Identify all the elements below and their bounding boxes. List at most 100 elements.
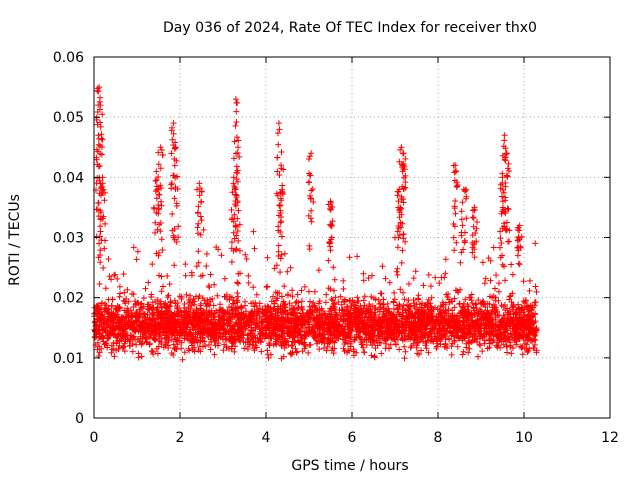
data-point: [495, 280, 502, 287]
data-point: [274, 327, 281, 334]
data-point: [375, 297, 382, 304]
data-point: [178, 296, 185, 303]
data-point: [444, 325, 451, 332]
data-point: [374, 318, 381, 325]
data-point: [410, 275, 417, 282]
data-point: [192, 326, 199, 333]
data-point: [242, 251, 249, 258]
data-point: [140, 295, 147, 302]
data-point: [287, 264, 294, 271]
chart-title: Day 036 of 2024, Rate Of TEC Index for r…: [163, 20, 537, 36]
data-point: [308, 187, 315, 194]
data-point: [125, 298, 132, 305]
data-point: [101, 341, 108, 348]
data-point: [357, 339, 364, 346]
data-point: [468, 338, 475, 345]
data-point: [253, 315, 260, 322]
data-point: [218, 307, 225, 314]
data-point: [143, 320, 150, 327]
data-point: [411, 313, 418, 320]
data-point: [468, 297, 475, 304]
data-point: [308, 327, 315, 334]
data-point: [398, 259, 405, 266]
data-point: [311, 302, 318, 309]
data-point: [272, 297, 279, 304]
data-point: [531, 333, 538, 340]
data-point: [514, 318, 521, 325]
data-point: [275, 303, 282, 310]
data-point: [264, 347, 271, 354]
data-point: [328, 311, 335, 318]
data-point: [187, 292, 194, 299]
data-point: [384, 307, 391, 314]
data-point: [289, 349, 296, 356]
data-point: [463, 344, 470, 351]
data-point: [197, 213, 204, 220]
data-point: [451, 169, 458, 176]
data-point: [284, 268, 291, 275]
data-point: [368, 352, 375, 359]
data-point: [349, 301, 356, 308]
data-point: [186, 318, 193, 325]
data-point: [402, 307, 409, 314]
data-point: [340, 345, 347, 352]
data-point: [121, 307, 128, 314]
data-point: [405, 303, 412, 310]
data-point: [394, 244, 401, 251]
data-point: [263, 284, 270, 291]
data-point: [281, 250, 288, 257]
data-point: [187, 305, 194, 312]
data-point: [136, 318, 143, 325]
data-point: [518, 344, 525, 351]
data-point: [401, 343, 408, 350]
data-point: [337, 331, 344, 338]
data-point: [504, 349, 511, 356]
data-point: [452, 162, 459, 169]
x-tick-label: 4: [262, 430, 271, 446]
data-point: [486, 323, 493, 330]
data-point: [497, 228, 504, 235]
data-point: [281, 283, 288, 290]
data-point: [504, 305, 511, 312]
data-point: [142, 285, 149, 292]
data-point: [336, 330, 343, 337]
data-point: [491, 285, 498, 292]
data-point: [189, 338, 196, 345]
data-point: [158, 335, 165, 342]
data-point: [530, 345, 537, 352]
data-point: [386, 345, 393, 352]
data-point: [525, 331, 532, 338]
data-point: [276, 202, 283, 209]
data-point: [399, 247, 406, 254]
data-point: [402, 348, 409, 355]
data-point: [340, 298, 347, 305]
data-point: [267, 304, 274, 311]
data-point: [175, 223, 182, 230]
data-point: [310, 299, 317, 306]
data-point: [275, 325, 282, 332]
data-point: [106, 273, 113, 280]
data-point: [459, 199, 466, 206]
data-point: [125, 317, 132, 324]
data-point: [533, 288, 540, 295]
data-point: [156, 272, 163, 279]
data-point: [155, 173, 162, 180]
data-point: [490, 244, 497, 251]
data-point: [308, 218, 315, 225]
data-point: [528, 320, 535, 327]
data-point: [316, 298, 323, 305]
data-point: [382, 275, 389, 282]
data-point: [265, 355, 272, 362]
data-point: [233, 297, 240, 304]
data-point: [424, 304, 431, 311]
data-point: [405, 280, 412, 287]
data-point: [470, 304, 477, 311]
data-point: [393, 268, 400, 275]
data-point: [418, 347, 425, 354]
data-point: [530, 314, 537, 321]
data-point: [490, 337, 497, 344]
data-point: [329, 297, 336, 304]
data-point: [400, 150, 407, 157]
data-point: [354, 298, 361, 305]
data-point: [405, 336, 412, 343]
